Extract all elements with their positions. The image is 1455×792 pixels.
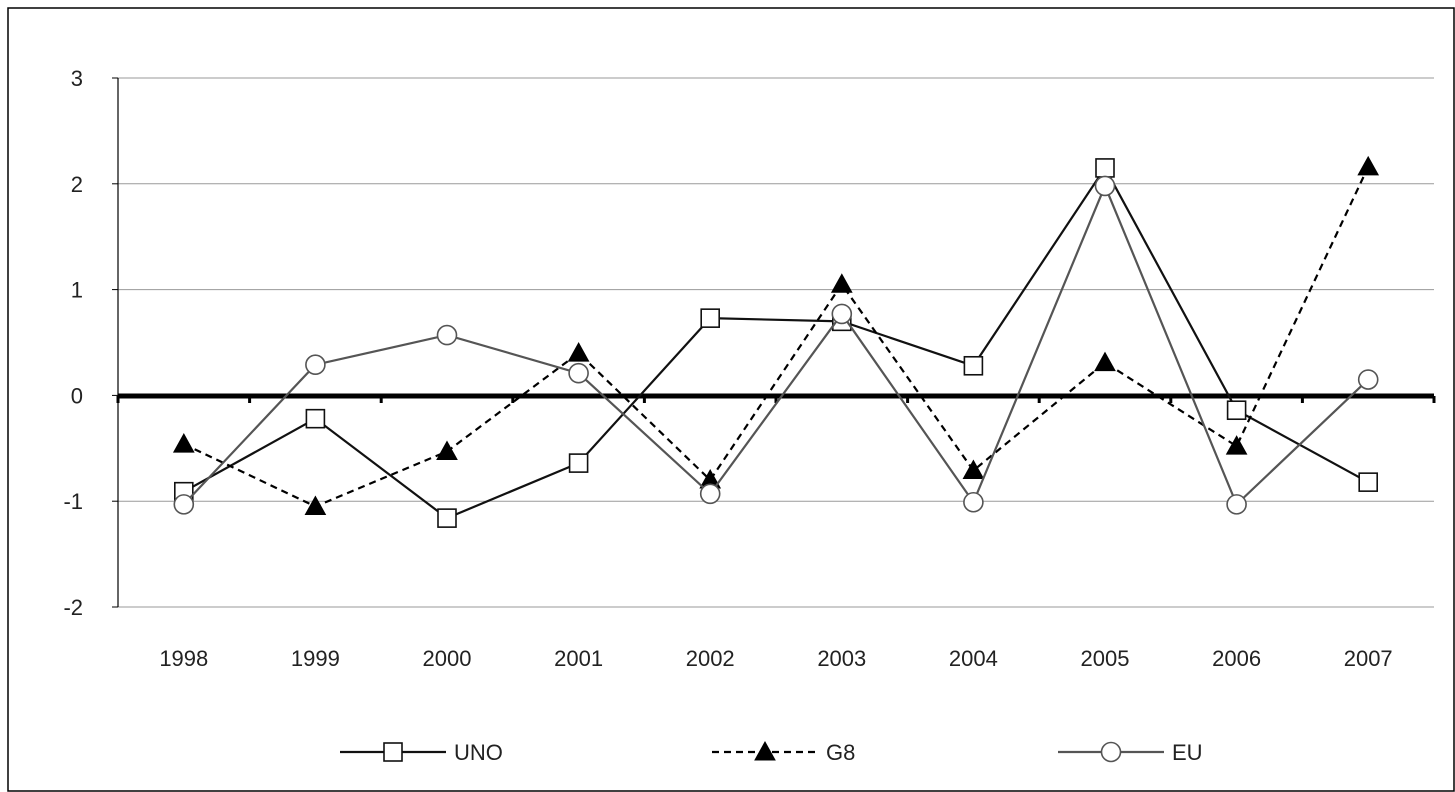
x-tick-label: 2002 bbox=[686, 646, 735, 671]
data-point-eu bbox=[568, 362, 589, 384]
legend: UNO G8 EU bbox=[340, 740, 1203, 765]
series-uno bbox=[174, 158, 1378, 528]
legend-label: EU bbox=[1172, 740, 1203, 765]
data-point-eu bbox=[1094, 175, 1116, 197]
data-point-g8 bbox=[962, 459, 985, 480]
x-tick-label: 2003 bbox=[817, 646, 866, 671]
x-tick-label: 2006 bbox=[1212, 646, 1261, 671]
y-tick-label: 3 bbox=[71, 66, 83, 91]
series-g8 bbox=[172, 155, 1380, 515]
x-tick-label: 1999 bbox=[291, 646, 340, 671]
gridlines bbox=[118, 77, 1434, 608]
series-line-uno bbox=[183, 165, 1369, 520]
data-point-g8 bbox=[1225, 435, 1248, 455]
data-point-uno bbox=[1095, 158, 1115, 178]
data-point-g8 bbox=[1357, 155, 1380, 176]
x-tick-label: 2001 bbox=[554, 646, 603, 671]
series bbox=[172, 155, 1380, 528]
legend-label: G8 bbox=[826, 740, 855, 765]
data-point-uno bbox=[1226, 400, 1247, 421]
x-tick-label: 1998 bbox=[159, 646, 208, 671]
x-tick-label: 2007 bbox=[1344, 646, 1393, 671]
x-tick-labels: 1998 1999 2000 2001 2002 2003 2004 2005 2006 2007 bbox=[159, 646, 1392, 671]
legend-label: UNO bbox=[454, 740, 503, 765]
y-tick-labels: 3 2 1 0 -1 -2 bbox=[63, 66, 83, 620]
data-point-g8 bbox=[304, 495, 327, 515]
data-point-g8 bbox=[567, 342, 590, 362]
data-point-uno bbox=[1358, 472, 1378, 492]
legend-swatch-marker bbox=[1100, 741, 1122, 763]
x-tick-label: 2004 bbox=[949, 646, 998, 671]
chart-border bbox=[7, 7, 1455, 792]
y-tick-label: -2 bbox=[63, 595, 83, 620]
data-point-eu bbox=[436, 324, 458, 346]
x-tick-label: 2000 bbox=[423, 646, 472, 671]
data-point-eu bbox=[963, 491, 984, 513]
data-point-uno bbox=[700, 308, 721, 328]
y-tick-label: -1 bbox=[63, 489, 83, 514]
data-point-uno bbox=[305, 408, 326, 429]
data-point-g8 bbox=[830, 273, 853, 293]
series-eu bbox=[173, 175, 1379, 515]
data-point-g8 bbox=[172, 433, 195, 453]
data-point-eu bbox=[1226, 494, 1247, 515]
data-point-g8 bbox=[1094, 351, 1116, 372]
legend-swatch-marker bbox=[754, 740, 776, 761]
data-point-uno bbox=[568, 453, 589, 473]
data-point-eu bbox=[831, 303, 853, 325]
y-tick-label: 0 bbox=[71, 383, 83, 408]
data-point-uno bbox=[963, 355, 984, 376]
legend-item-g8: G8 bbox=[712, 740, 855, 765]
x-tick-label: 2005 bbox=[1081, 646, 1130, 671]
y-tick-label: 1 bbox=[71, 278, 83, 303]
data-point-g8 bbox=[436, 440, 458, 460]
series-line-g8 bbox=[183, 166, 1370, 508]
legend-item-uno: UNO bbox=[340, 740, 503, 765]
data-point-eu bbox=[699, 483, 721, 505]
y-tick-label: 2 bbox=[71, 172, 83, 197]
series-line-eu bbox=[182, 183, 1369, 507]
data-point-uno bbox=[437, 508, 457, 528]
legend-swatch-marker bbox=[383, 742, 403, 762]
data-point-eu bbox=[1357, 369, 1379, 390]
data-point-eu bbox=[173, 494, 195, 515]
legend-item-eu: EU bbox=[1058, 740, 1203, 765]
data-point-eu bbox=[305, 354, 326, 376]
axes bbox=[112, 77, 1436, 608]
